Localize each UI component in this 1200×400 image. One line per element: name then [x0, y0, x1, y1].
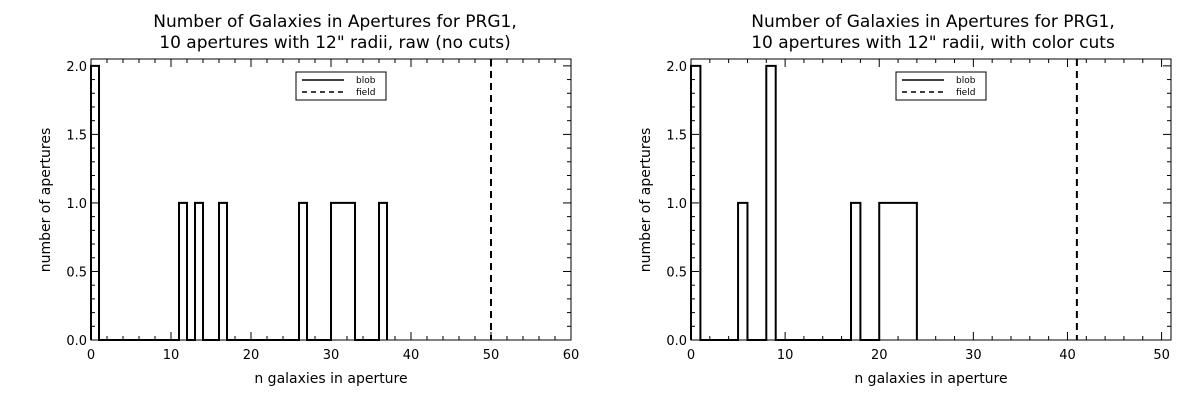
right-histogram-bar	[738, 203, 747, 340]
left-x-tick-label: 40	[403, 348, 420, 363]
right-y-tick-label: 1.5	[666, 128, 687, 143]
right-x-tick-label: 0	[687, 348, 695, 363]
left-x-tick-label: 30	[323, 348, 340, 363]
right-x-tick-label: 30	[965, 348, 982, 363]
left-histogram-bar	[195, 203, 203, 340]
left-legend-blob-label: blob	[356, 76, 376, 86]
left-histogram-bar	[379, 203, 387, 340]
left-chart-title-line2: 10 apertures with 12" radii, raw (no cut…	[159, 33, 510, 53]
right-x-axis-label: n galaxies in aperture	[854, 371, 1007, 387]
right-histogram-bar	[851, 203, 860, 340]
left-x-tick-label: 10	[163, 348, 180, 363]
right-x-tick-label: 10	[777, 348, 794, 363]
left-x-tick-label: 50	[483, 348, 500, 363]
left-histogram-bar	[179, 203, 187, 340]
left-x-tick-label: 20	[243, 348, 260, 363]
left-y-tick-label: 0.0	[66, 334, 87, 349]
left-y-axis-label: number of apertures	[38, 128, 54, 273]
left-blob-histogram-line	[90, 64, 388, 341]
right-y-tick-label: 2.0	[666, 60, 687, 75]
left-histogram-bar	[299, 203, 307, 340]
right-legend-box	[895, 71, 987, 101]
left-histogram-bar	[331, 203, 355, 340]
right-x-tick-label: 50	[1153, 348, 1170, 363]
left-x-axis-label: n galaxies in aperture	[254, 371, 407, 387]
right-histogram-bar	[766, 66, 775, 340]
left-y-tick-label: 1.5	[66, 128, 87, 143]
right-x-tick-label: 40	[1059, 348, 1076, 363]
right-legend-field-label: field	[956, 88, 975, 98]
right-histogram-bar	[879, 203, 917, 340]
left-x-tick-label: 60	[563, 348, 580, 363]
left-y-tick-label: 2.0	[66, 60, 87, 75]
left-chart-title-line1: Number of Galaxies in Apertures for PRG1…	[153, 12, 517, 32]
left-x-tick-label: 0	[87, 348, 95, 363]
right-chart-title-line2: 10 apertures with 12" radii, with color …	[751, 33, 1115, 53]
right-y-axis-label: number of apertures	[638, 128, 654, 273]
right-y-tick-label: 1.0	[666, 197, 687, 212]
left-histogram-bar	[219, 203, 227, 340]
right-histogram-panel: Number of Galaxies in Apertures for PRG1…	[638, 12, 1172, 387]
left-histogram-panel: Number of Galaxies in Apertures for PRG1…	[38, 12, 579, 387]
right-y-tick-label: 0.5	[666, 265, 687, 280]
left-y-tick-label: 1.0	[66, 197, 87, 212]
left-legend-box	[295, 71, 387, 101]
right-legend-blob-label: blob	[956, 76, 976, 86]
left-legend-field-label: field	[356, 88, 375, 98]
right-blob-histogram-line	[690, 64, 918, 341]
right-plot-frame	[690, 58, 1172, 341]
right-y-tick-label: 0.0	[666, 334, 687, 349]
right-x-tick-label: 20	[871, 348, 888, 363]
left-y-tick-label: 0.5	[66, 265, 87, 280]
right-chart-title-line1: Number of Galaxies in Apertures for PRG1…	[751, 12, 1115, 32]
